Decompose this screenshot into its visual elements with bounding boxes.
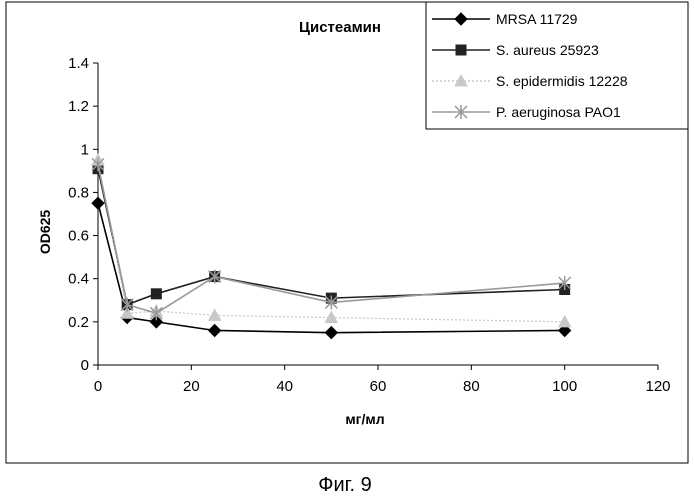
legend-box [425, 1, 689, 130]
series-1 [91, 196, 572, 340]
data-point [207, 323, 222, 338]
legend-marker [454, 12, 468, 26]
legend-entry: S. aureus 25923 [432, 42, 599, 58]
x-tick-label: 100 [552, 378, 577, 395]
data-point [91, 196, 105, 210]
y-tick-label: 0.6 [68, 228, 89, 245]
legend-marker [455, 44, 467, 56]
series-line [97, 159, 565, 323]
x-axis-label: мг/мл [345, 411, 384, 427]
data-point [120, 306, 135, 319]
x-tick-label: 20 [183, 378, 200, 395]
legend-entry: MRSA 11729 [432, 11, 578, 27]
y-tick-label: 0.8 [68, 184, 89, 201]
legend: MRSA 11729 S. aureus 25923 S. epidermidis … [425, 1, 689, 130]
data-point [150, 288, 162, 300]
figure-caption: Фиг. 9 [318, 474, 371, 496]
data-point [91, 157, 105, 172]
y-tick-label: 1.2 [68, 98, 89, 115]
x-tick-label: 0 [94, 378, 102, 395]
legend-entry: S. epidermidis 12228 [432, 73, 628, 89]
chart-title: Цистеамин [299, 19, 381, 36]
x-ticks: 0 20 40 60 80 100 120 [94, 365, 671, 395]
x-tick-label: 80 [463, 378, 480, 395]
data-point [120, 297, 134, 312]
data-point [208, 269, 222, 284]
data-point [557, 314, 572, 328]
legend-label: S. epidermidis 12228 [496, 73, 628, 89]
x-tick-label: 60 [370, 378, 387, 395]
data-point [557, 323, 572, 338]
legend-marker [454, 73, 468, 87]
legend-entry: P. aeruginosa PAO1 [432, 104, 621, 120]
series-line [97, 164, 565, 315]
x-tick-label: 120 [645, 378, 670, 395]
y-ticks: 0 0.2 0.4 0.6 0.8 1 1.2 1.4 [68, 55, 98, 374]
legend-marker [454, 105, 468, 119]
y-tick-label: 0.4 [68, 271, 89, 288]
legend-label: MRSA 11729 [496, 11, 578, 27]
plot-series [91, 153, 572, 340]
data-point [324, 295, 338, 310]
legend-label: P. aeruginosa PAO1 [496, 104, 621, 120]
data-point [324, 325, 339, 340]
y-tick-label: 0.2 [68, 314, 89, 331]
data-point [149, 306, 163, 321]
data-point [558, 276, 572, 291]
x-tick-label: 40 [276, 378, 293, 395]
legend-label: S. aureus 25923 [496, 42, 599, 58]
data-point [207, 308, 222, 321]
y-tick-label: 1.4 [68, 55, 89, 72]
y-tick-label: 0 [81, 357, 89, 374]
series-line [97, 203, 565, 334]
series-4 [91, 157, 572, 321]
y-axis-label: OD625 [37, 210, 53, 255]
data-point [149, 315, 164, 329]
y-tick-label: 1 [81, 141, 89, 158]
data-point [324, 310, 339, 324]
